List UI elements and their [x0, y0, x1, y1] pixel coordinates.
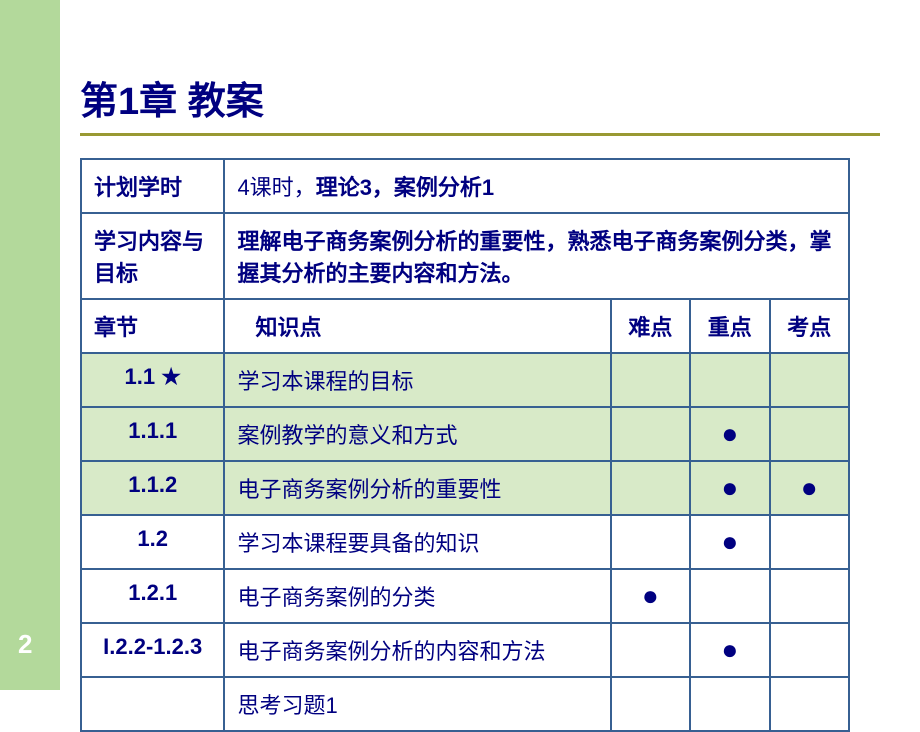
cell-exam	[770, 515, 849, 569]
cell-key: ●	[690, 623, 769, 677]
cell-section: 1.1.2	[81, 461, 224, 515]
table-row: 1.1.2 电子商务案例分析的重要性 ● ●	[81, 461, 849, 515]
cell-knowledge: 学习本课程要具备的知识	[224, 515, 610, 569]
cell-section	[81, 677, 224, 731]
objectives-value: 理解电子商务案例分析的重要性，熟悉电子商务案例分类，掌握其分析的主要内容和方法。	[224, 213, 849, 299]
header-difficulty: 难点	[611, 299, 690, 353]
cell-difficulty	[611, 353, 690, 407]
header-exam: 考点	[770, 299, 849, 353]
table-row: I.2.2-1.2.3 电子商务案例分析的内容和方法 ●	[81, 623, 849, 677]
cell-knowledge: 案例教学的意义和方式	[224, 407, 610, 461]
cell-difficulty	[611, 407, 690, 461]
title-underline	[80, 133, 880, 136]
main-content: 第1章 教案 计划学时 4课时，理论3，案例分析1 学习内容与目标 理解电子商务…	[80, 70, 880, 732]
page-title: 第1章 教案	[80, 70, 880, 125]
cell-key: ●	[690, 461, 769, 515]
cell-section: 1.2.1	[81, 569, 224, 623]
header-key: 重点	[690, 299, 769, 353]
table-row: 1.2.1 电子商务案例的分类 ●	[81, 569, 849, 623]
left-sidebar: 2	[0, 0, 60, 690]
cell-exam	[770, 569, 849, 623]
cell-exam	[770, 623, 849, 677]
table-row: 1.1 ★ 学习本课程的目标	[81, 353, 849, 407]
cell-knowledge: 学习本课程的目标	[224, 353, 610, 407]
cell-key	[690, 677, 769, 731]
cell-key: ●	[690, 515, 769, 569]
table-row: 1.2 学习本课程要具备的知识 ●	[81, 515, 849, 569]
row-column-headers: 章节 知识点 难点 重点 考点	[81, 299, 849, 353]
cell-section: 1.2	[81, 515, 224, 569]
cell-key	[690, 353, 769, 407]
cell-exam	[770, 407, 849, 461]
cell-knowledge: 思考习题1	[224, 677, 610, 731]
cell-difficulty	[611, 515, 690, 569]
cell-difficulty: ●	[611, 569, 690, 623]
cell-key: ●	[690, 407, 769, 461]
row-plan-hours: 计划学时 4课时，理论3，案例分析1	[81, 159, 849, 213]
objectives-label: 学习内容与目标	[81, 213, 224, 299]
row-objectives: 学习内容与目标 理解电子商务案例分析的重要性，熟悉电子商务案例分类，掌握其分析的…	[81, 213, 849, 299]
header-knowledge: 知识点	[224, 299, 610, 353]
table-row: 思考习题1	[81, 677, 849, 731]
table-row: 1.1.1 案例教学的意义和方式 ●	[81, 407, 849, 461]
cell-section: 1.1.1	[81, 407, 224, 461]
cell-difficulty	[611, 623, 690, 677]
page-number: 2	[18, 629, 32, 660]
cell-knowledge: 电子商务案例分析的内容和方法	[224, 623, 610, 677]
cell-key	[690, 569, 769, 623]
cell-exam	[770, 353, 849, 407]
header-section: 章节	[81, 299, 224, 353]
plan-hours-value: 4课时，理论3，案例分析1	[224, 159, 849, 213]
cell-section: I.2.2-1.2.3	[81, 623, 224, 677]
cell-difficulty	[611, 461, 690, 515]
cell-exam: ●	[770, 461, 849, 515]
cell-difficulty	[611, 677, 690, 731]
lesson-plan-table: 计划学时 4课时，理论3，案例分析1 学习内容与目标 理解电子商务案例分析的重要…	[80, 158, 850, 732]
cell-knowledge: 电子商务案例分析的重要性	[224, 461, 610, 515]
plan-hours-label: 计划学时	[81, 159, 224, 213]
cell-exam	[770, 677, 849, 731]
cell-knowledge: 电子商务案例的分类	[224, 569, 610, 623]
cell-section: 1.1 ★	[81, 353, 224, 407]
